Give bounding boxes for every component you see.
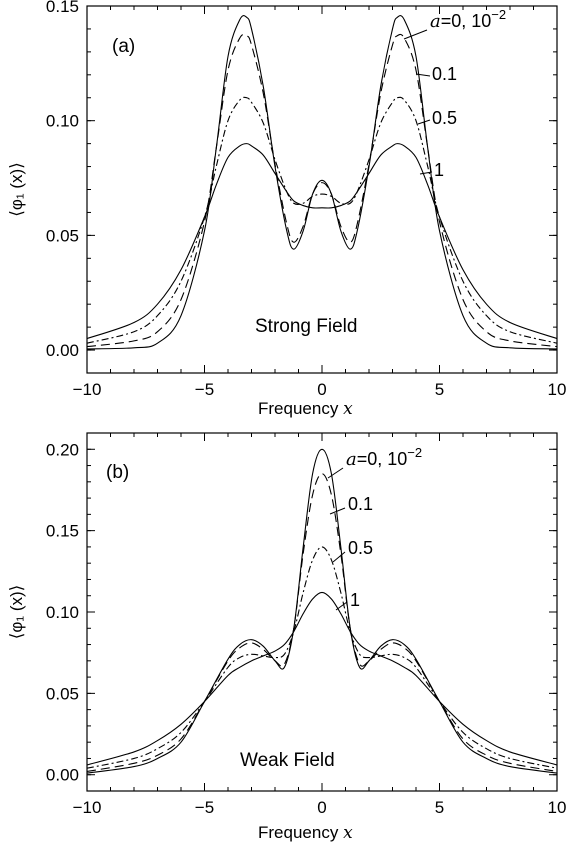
series-label-3: 0.5: [432, 108, 457, 128]
panel-b: −10 −5 0 5 10 0.00 0.05 0.10 0.15 0.20 (b) Weak F…: [7, 432, 567, 843]
curves-b: [86, 448, 558, 774]
annotation-weak-field: Weak Field: [240, 750, 335, 771]
x-tick-label: 10: [548, 798, 567, 817]
label-leader-line: [415, 73, 431, 77]
panel-label-a: (a): [112, 36, 135, 57]
series-label-exponent: −2: [407, 445, 422, 460]
series-line-3: [86, 546, 558, 769]
series-label-2: 0.1: [348, 494, 373, 514]
y-tick-label: 0.05: [46, 684, 79, 703]
y-tick-label: 0.00: [46, 341, 79, 360]
y-tick-label: 0.10: [46, 603, 79, 622]
series-label-1: a=0, 10−2: [346, 445, 422, 470]
y-axis-label-text: ⟨φ₁ (x)⟩: [7, 585, 26, 640]
label-leader-line: [332, 551, 346, 563]
x-tick-label: 5: [435, 798, 444, 817]
x-tick-label: 10: [548, 380, 567, 399]
panel-label-b: (b): [106, 462, 129, 483]
y-tick-label: 0.05: [46, 226, 79, 245]
y-axis-label-a: ⟨φ₁ (x)⟩: [7, 162, 26, 217]
y-axis-label-text: ⟨φ₁ (x)⟩: [7, 162, 26, 217]
series-line-3: [86, 96, 558, 344]
series-label-var: a: [346, 449, 357, 470]
y-tick-label: 0.10: [46, 112, 79, 131]
x-axis-label-text-b: Frequency: [258, 823, 339, 842]
series-label-var: a: [430, 11, 441, 32]
y-tick-label: 0.00: [46, 766, 79, 785]
ticks-b: −10 −5 0 5 10 0.00 0.05 0.10 0.15 0.20: [46, 432, 567, 817]
label-leader-line: [329, 507, 346, 515]
series-label-values: =0, 10: [441, 11, 492, 31]
label-leader-line: [403, 29, 428, 40]
x-tick-label: 0: [317, 380, 326, 399]
series-label-4: 1: [434, 160, 444, 180]
x-tick-label: 5: [435, 380, 444, 399]
x-tick-label: −10: [73, 380, 102, 399]
y-axis-label-b: ⟨φ₁ (x)⟩: [7, 585, 26, 640]
x-axis-label-text-a: Frequency: [258, 399, 339, 418]
panel-a: −10 −5 0 5 10 0.00 0.05 0.10 0.15 (a) Strong Fie…: [7, 0, 566, 419]
label-leader-line: [327, 467, 344, 479]
series-line-4: [86, 143, 558, 340]
x-axis-label-var-b: x: [343, 823, 353, 843]
ticks-a: −10 −5 0 5 10 0.00 0.05 0.10 0.15: [46, 0, 567, 399]
y-tick-label: 0.20: [46, 440, 79, 459]
curve-labels-b: a=0, 10−2 0.1 0.5 1: [327, 445, 422, 611]
annotation-strong-field: Strong Field: [255, 316, 357, 337]
x-axis-label-var-a: x: [343, 399, 353, 419]
label-leader-line: [419, 171, 433, 175]
series-line-2: [86, 33, 558, 348]
y-tick-label: 0.15: [46, 0, 79, 16]
x-tick-label: −5: [195, 798, 214, 817]
y-tick-label: 0.15: [46, 522, 79, 541]
series-label-values: =0, 10: [357, 449, 408, 469]
label-leader-line: [335, 601, 348, 611]
series-label-4: 1: [350, 590, 360, 610]
label-leader-line: [417, 119, 431, 125]
series-line-4: [86, 591, 558, 766]
series-label-2: 0.1: [432, 64, 457, 84]
x-axis-label-a: Frequency x: [258, 399, 353, 419]
curves-a: [86, 15, 558, 350]
series-label-exponent: −2: [491, 7, 506, 22]
series-line-2: [86, 473, 558, 773]
x-axis-label-b: Frequency x: [258, 823, 353, 843]
x-tick-label: 0: [317, 798, 326, 817]
plot-frame-b: [86, 432, 558, 792]
x-tick-label: −5: [195, 380, 214, 399]
x-tick-label: −10: [73, 798, 102, 817]
series-label-3: 0.5: [348, 538, 373, 558]
curve-labels-a: a=0, 10−2 0.1 0.5 1: [403, 7, 506, 180]
series-line-1: [86, 448, 558, 774]
series-label-1: a=0, 10−2: [430, 7, 506, 32]
